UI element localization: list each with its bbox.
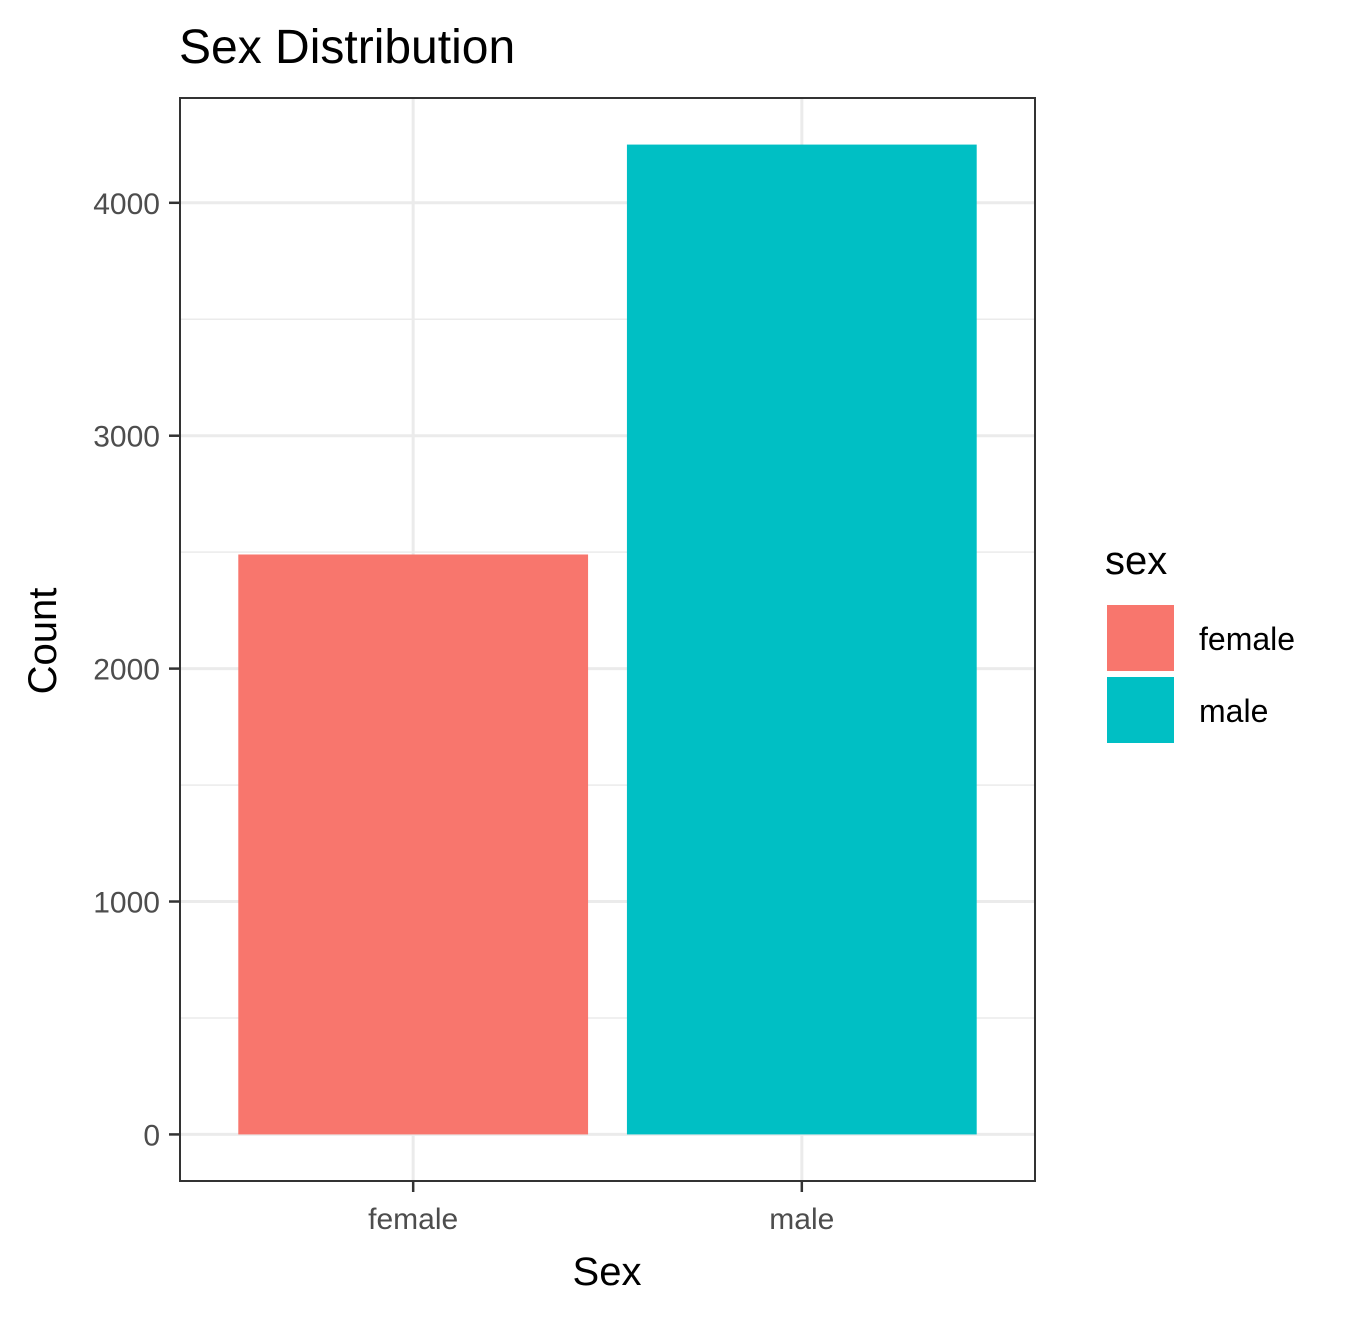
legend-title: sex: [1105, 539, 1167, 583]
y-tick-label: 0: [143, 1119, 160, 1152]
y-axis: 0 1000 2000 3000 4000: [93, 188, 180, 1152]
y-axis-title: Count: [21, 588, 65, 695]
y-tick-label: 1000: [93, 887, 160, 920]
bars: [238, 144, 977, 1135]
y-tick-label: 4000: [93, 188, 160, 221]
x-tick-label: female: [368, 1203, 458, 1236]
y-tick-label: 2000: [93, 654, 160, 687]
x-axis: female male: [368, 1181, 834, 1236]
legend-label-female: female: [1199, 621, 1295, 657]
panel-border: [179, 97, 1036, 1182]
legend-key-female: [1107, 605, 1174, 671]
bar-male: [626, 144, 977, 1135]
legend-label-male: male: [1199, 693, 1268, 729]
y-tick-label: 3000: [93, 421, 160, 454]
legend: sex female male: [1105, 539, 1295, 743]
x-axis-title: Sex: [573, 1250, 642, 1294]
legend-key-male: [1107, 677, 1174, 743]
chart-title: Sex Distribution: [179, 21, 515, 74]
x-tick-label: male: [769, 1203, 834, 1236]
bar-female: [238, 554, 589, 1135]
